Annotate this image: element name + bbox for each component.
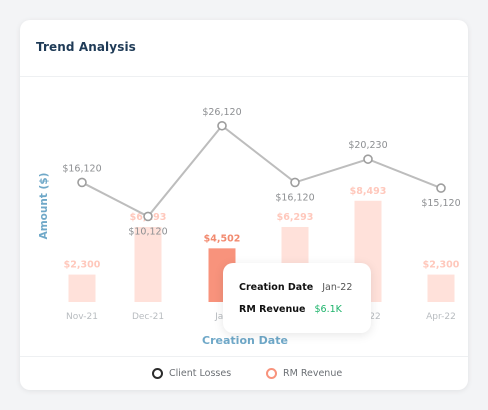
bar-data-label: $6,293 — [277, 212, 314, 223]
tooltip-date-value: Jan-22 — [322, 282, 353, 293]
legend-label-client-losses: Client Losses — [169, 368, 232, 379]
line-point-client-losses[interactable] — [143, 211, 153, 222]
line-point-client-losses[interactable] — [436, 183, 446, 193]
bar-rm-revenue[interactable] — [68, 274, 96, 302]
bar-data-label: $8,493 — [350, 186, 387, 197]
tooltip-date-label: Creation Date — [239, 282, 314, 293]
line-data-label: $20,230 — [348, 140, 387, 151]
chart-tooltip: Creation Date Jan-22 RM Revenue $6.1K — [223, 263, 371, 333]
tooltip-date-row: Creation Date Jan-22 — [239, 282, 352, 293]
rm-revenue-marker-icon — [266, 368, 277, 379]
bar-rm-revenue[interactable] — [134, 226, 162, 302]
client-losses-line — [81, 124, 442, 218]
bar-data-label: $2,300 — [423, 260, 460, 271]
bar-data-label: $4,502 — [204, 233, 241, 244]
x-tick-label: 22 — [369, 312, 380, 322]
line-data-label: $16,120 — [62, 163, 101, 174]
card-title: Trend Analysis — [36, 40, 136, 54]
tooltip-revenue-row: RM Revenue $6.1K — [239, 304, 342, 315]
x-tick-label: Jan — [214, 312, 229, 322]
tooltip-revenue-label: RM Revenue — [239, 304, 306, 315]
tooltip-revenue-value: $6.1K — [314, 304, 342, 315]
line-point-client-losses[interactable] — [363, 154, 373, 164]
legend-label-rm-revenue: RM Revenue — [283, 368, 343, 379]
header-divider — [20, 76, 468, 77]
line-point-client-losses[interactable] — [217, 120, 227, 131]
line-data-label: $10,120 — [128, 226, 167, 237]
y-axis-title: Amount ($) — [38, 173, 50, 240]
line-point-client-losses[interactable] — [77, 177, 87, 188]
x-tick-label: Dec-21 — [132, 312, 164, 322]
legend-item-client-losses[interactable]: Client Losses — [152, 368, 231, 379]
bar-rm-revenue[interactable] — [427, 274, 455, 302]
line-data-label: $26,120 — [202, 107, 241, 118]
legend-divider — [20, 356, 468, 357]
bar-data-label: $2,300 — [64, 260, 101, 271]
legend-item-rm-revenue[interactable]: RM Revenue — [266, 368, 342, 379]
chart-legend: Client Losses RM Revenue — [20, 368, 468, 384]
client-losses-marker-icon — [152, 368, 163, 379]
x-tick-label: Nov-21 — [66, 312, 98, 322]
line-data-label: $15,120 — [421, 198, 460, 209]
trend-analysis-card: Trend Analysis $2,300$6,293$4,502$6,293$… — [20, 20, 468, 390]
line-point-client-losses[interactable] — [290, 177, 300, 188]
x-axis-title: Creation Date — [202, 334, 288, 347]
line-data-label: $16,120 — [275, 192, 314, 203]
x-tick-label: Apr-22 — [426, 312, 456, 322]
